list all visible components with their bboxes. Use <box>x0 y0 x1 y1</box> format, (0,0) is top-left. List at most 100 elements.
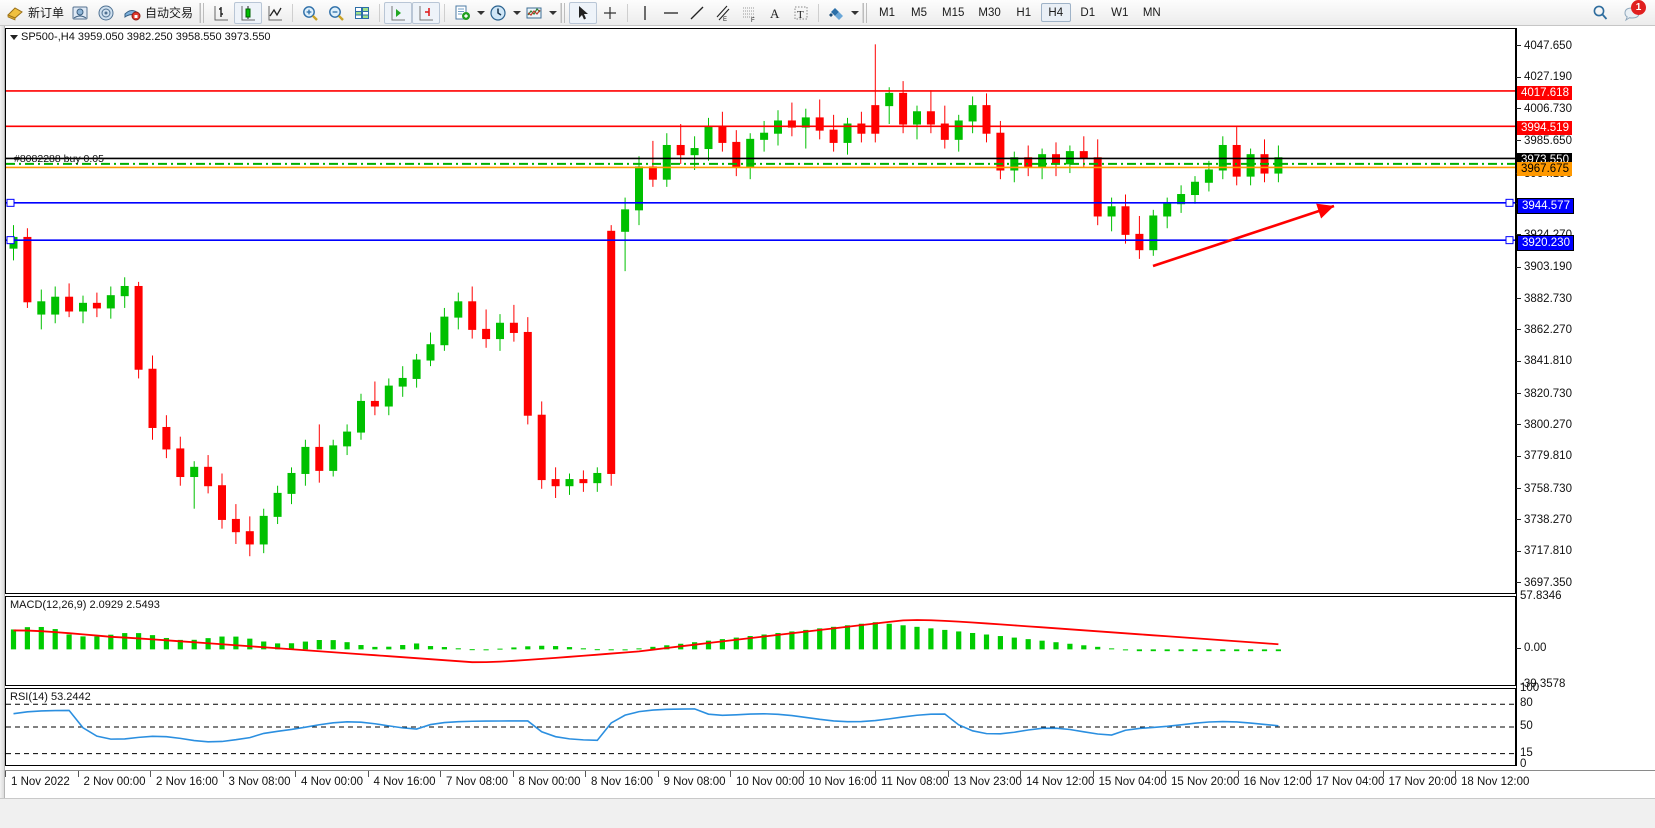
timeframe-w1-button[interactable]: W1 <box>1111 6 1129 19</box>
macd-histogram-bar <box>497 648 503 650</box>
macd-histogram-bar <box>525 646 531 650</box>
line-chart-button[interactable] <box>262 2 288 24</box>
data-grid-icon <box>352 3 372 23</box>
objects-button[interactable] <box>823 2 849 24</box>
chart-shift-button[interactable] <box>384 1 413 24</box>
time-tick-mark <box>512 771 514 777</box>
level-handle[interactable] <box>1505 236 1514 245</box>
candle <box>746 133 755 180</box>
macd-histogram-bar <box>344 642 350 650</box>
indicators-caret-icon[interactable] <box>549 10 558 15</box>
period-separator-button[interactable] <box>485 2 511 24</box>
autotrading-button[interactable]: 自动交易 <box>119 2 196 24</box>
data-window-button[interactable] <box>93 2 119 24</box>
candle <box>565 473 574 495</box>
macd-histogram-bar <box>775 632 781 650</box>
objects-caret-icon[interactable] <box>851 10 860 15</box>
timeframe-h4-button[interactable]: H4 <box>1040 3 1071 22</box>
timeframe-d1-button[interactable]: D1 <box>1080 6 1096 19</box>
rsi-panel[interactable]: RSI(14) 53.2442 <box>5 688 1516 766</box>
trend-arrow-annotation[interactable] <box>1152 203 1335 268</box>
notifications-button[interactable]: 1 <box>1619 0 1646 24</box>
timeframe-m1-button[interactable]: M1 <box>879 6 896 19</box>
timeframe-m15-button[interactable]: M15 <box>942 6 965 19</box>
level-handle[interactable] <box>6 236 15 245</box>
rsi-tick: 15 <box>1520 746 1533 759</box>
price-level-label[interactable]: 3967.675 <box>1517 162 1572 177</box>
macd-histogram-bar <box>469 649 475 651</box>
price-plot[interactable] <box>6 29 1515 593</box>
templates-caret-icon[interactable] <box>477 10 486 15</box>
macd-histogram-bar <box>1220 649 1226 652</box>
search-button[interactable] <box>1587 2 1613 24</box>
candle <box>523 317 532 425</box>
toolbar-separator-3 <box>862 2 869 23</box>
level-handle[interactable] <box>1505 198 1514 207</box>
price-level-label[interactable]: 3920.230 <box>1517 235 1574 252</box>
market-watch-button[interactable] <box>67 2 93 24</box>
price-tick: 4006.730 <box>1516 103 1572 115</box>
macd-histogram-bar <box>441 647 447 650</box>
time-tick-label: 17 Nov 20:00 <box>1388 776 1457 788</box>
vertical-line-button[interactable] <box>632 2 658 24</box>
macd-histogram-bar <box>1234 649 1240 652</box>
bar-chart-button[interactable] <box>208 2 234 24</box>
text-label-button[interactable]: T <box>788 2 814 24</box>
chart-autoscroll-button[interactable] <box>412 1 441 24</box>
time-tick-label: 15 Nov 04:00 <box>1098 776 1167 788</box>
toolbar-divider-5 <box>818 3 820 22</box>
macd-histogram-bar <box>622 649 628 651</box>
candle <box>704 117 713 161</box>
indicators-button[interactable] <box>521 2 547 24</box>
rsi-plot[interactable] <box>6 689 1515 765</box>
zoom-in-button[interactable] <box>297 2 323 24</box>
candle <box>732 130 741 177</box>
macd-panel[interactable]: MACD(12,26,9) 2.0929 2.5493 <box>5 596 1516 686</box>
chart-shift-icon <box>388 3 408 23</box>
equidistant-channel-button[interactable]: E <box>710 2 736 24</box>
horizontal-line-button[interactable] <box>658 2 684 24</box>
candle <box>273 485 282 525</box>
chart-left-scrollbar[interactable] <box>0 26 5 798</box>
fibonacci-button[interactable]: F <box>736 2 762 24</box>
macd-histogram-bar <box>66 634 72 650</box>
price-panel[interactable]: SP500-,H4 3959.050 3982.250 3958.550 397… <box>5 28 1516 594</box>
macd-plot[interactable] <box>6 597 1515 685</box>
macd-histogram-bar <box>1011 637 1017 650</box>
timeframe-mn-button[interactable]: MN <box>1142 6 1161 19</box>
price-level-label[interactable]: 4017.618 <box>1517 85 1572 100</box>
candlestick-chart-button[interactable] <box>234 1 263 24</box>
level-handle[interactable] <box>6 198 15 207</box>
timeframe-h1-button[interactable]: H1 <box>1016 6 1032 19</box>
time-tick-label: 10 Nov 00:00 <box>736 776 805 788</box>
text-label-icon: T <box>791 3 811 23</box>
candle <box>899 81 908 134</box>
macd-histogram-bar <box>539 645 545 650</box>
data-grid-button[interactable] <box>349 2 375 24</box>
vertical-line-icon <box>635 3 655 23</box>
macd-histogram-bar <box>80 636 86 650</box>
price-axis[interactable]: 4047.6504027.1904006.7303985.6503964.190… <box>1516 28 1655 770</box>
macd-histogram-bar <box>1178 649 1184 652</box>
price-level-label[interactable]: 3994.519 <box>1517 121 1572 136</box>
trendline-button[interactable] <box>684 2 710 24</box>
time-axis[interactable]: 1 Nov 2022 2 Nov 00:00 2 Nov 16:00 3 Nov 08… <box>5 770 1655 796</box>
zoom-out-button[interactable] <box>323 2 349 24</box>
crosshair-button[interactable] <box>597 2 623 24</box>
templates-button[interactable] <box>449 2 475 24</box>
new-order-button[interactable]: 新订单 <box>2 2 67 24</box>
tick-mark <box>1516 455 1521 457</box>
chart-area[interactable]: SP500-,H4 3959.050 3982.250 3958.550 397… <box>0 26 1655 828</box>
price-level-label[interactable]: 3944.577 <box>1517 197 1574 214</box>
time-tick-label: 9 Nov 08:00 <box>663 776 726 788</box>
price-tick: 3697.350 <box>1516 577 1572 589</box>
text-button[interactable]: A <box>762 2 788 24</box>
toolbar-divider <box>292 3 294 22</box>
candle <box>329 439 338 477</box>
cursor-button[interactable] <box>569 1 598 24</box>
market-watch-icon <box>70 3 90 23</box>
timeframe-m5-button[interactable]: M5 <box>911 6 928 19</box>
timeframe-m30-button[interactable]: M30 <box>978 6 1001 19</box>
period-caret-icon[interactable] <box>513 10 522 15</box>
candle <box>676 124 685 164</box>
